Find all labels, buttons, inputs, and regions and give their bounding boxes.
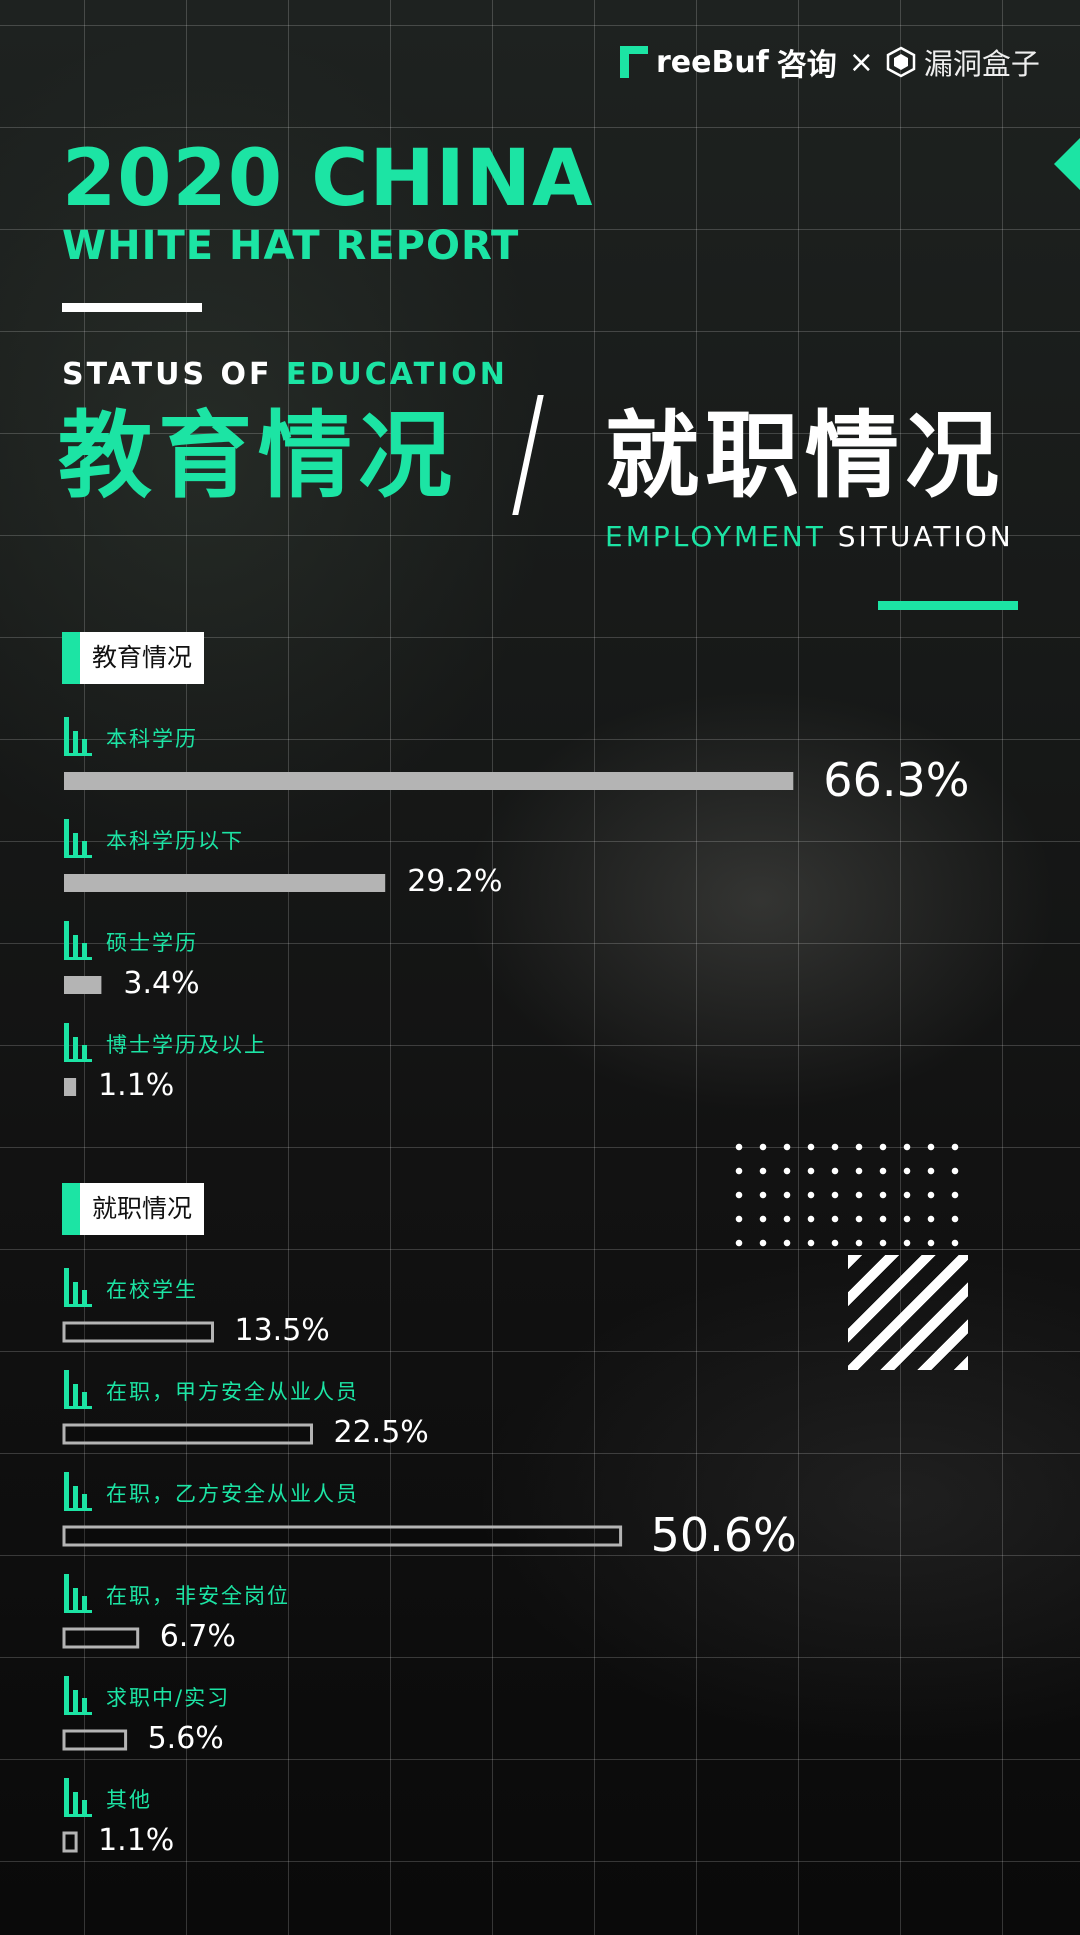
category-label: 其他: [106, 1788, 152, 1812]
employment-chinese-heading: 就职情况: [605, 402, 1006, 511]
brand-suffix: 咨询: [776, 48, 837, 83]
value-label: 22.5%: [333, 1415, 429, 1451]
value-label: 66.3%: [823, 753, 970, 808]
bar-博士学历及以上: [64, 1078, 77, 1096]
bar-在校学生: [62, 1321, 214, 1343]
cube-logo-icon: [886, 46, 916, 78]
bar-其他: [62, 1831, 78, 1853]
bar-chart-icon: [64, 819, 92, 858]
divider-white: [62, 303, 202, 312]
bar-硕士学历: [64, 976, 102, 994]
employment-section-tag: 就职情况: [62, 1183, 205, 1235]
category-label: 在职，乙方安全从业人员: [106, 1482, 359, 1506]
bar-chart-icon: [64, 717, 92, 756]
section-tag-label: 就职情况: [80, 1183, 205, 1235]
bar-chart-icon: [64, 1778, 92, 1817]
side-arrow-icon: [1054, 138, 1080, 190]
education-english-heading: STATUS OF EDUCATION: [62, 360, 508, 390]
bar-chart-icon: [64, 1574, 92, 1613]
bar-chart-icon: [64, 1023, 92, 1062]
employment-english-heading: EMPLOYMENT SITUATION: [605, 523, 1014, 551]
category-label: 在职，甲方安全从业人员: [106, 1380, 359, 1404]
bar-在职，甲方安全从业人员: [62, 1423, 313, 1445]
value-label: 6.7%: [159, 1619, 236, 1655]
section-tag-label: 教育情况: [80, 632, 205, 684]
category-label: 博士学历及以上: [106, 1033, 267, 1057]
bar-chart-icon: [64, 1268, 92, 1307]
brand-logo: reeBuf 咨询 × 漏洞盒子: [620, 40, 1040, 84]
stripe-pattern-decoration: [848, 1255, 968, 1370]
report-title: 2020 CHINA: [62, 134, 594, 224]
divider-accent: [878, 601, 1018, 610]
bar-本科学历: [64, 772, 794, 790]
dot-pattern-decoration: [727, 1135, 967, 1250]
partner-name: 漏洞盒子: [923, 47, 1040, 81]
employment-english-part1: EMPLOYMENT: [605, 520, 826, 553]
bar-chart-icon: [64, 921, 92, 960]
brand-name: reeBuf: [656, 44, 769, 80]
value-label: 13.5%: [234, 1313, 330, 1349]
cross-icon: ×: [848, 44, 874, 80]
education-english-part2: EDUCATION: [285, 357, 508, 392]
freebuf-logo-icon: [620, 46, 648, 78]
education-english-part1: STATUS OF: [62, 357, 286, 392]
category-label: 本科学历以下: [106, 829, 244, 853]
value-label: 50.6%: [650, 1508, 797, 1563]
section-tag-bar: [62, 1183, 80, 1235]
education-section-tag: 教育情况: [62, 632, 205, 684]
category-label: 在职，非安全岗位: [106, 1584, 290, 1608]
bar-chart-icon: [64, 1472, 92, 1511]
category-label: 硕士学历: [106, 931, 198, 955]
bar-chart-icon: [64, 1676, 92, 1715]
category-label: 在校学生: [106, 1278, 198, 1302]
employment-english-part2: SITUATION: [825, 520, 1014, 553]
report-subtitle: WHITE HAT REPORT: [62, 223, 520, 269]
value-label: 3.4%: [123, 966, 200, 1002]
bar-chart-icon: [64, 1370, 92, 1409]
value-label: 1.1%: [98, 1068, 175, 1104]
section-tag-bar: [62, 632, 80, 684]
bar-在职，非安全岗位: [62, 1627, 140, 1649]
bar-本科学历以下: [64, 874, 386, 892]
category-label: 求职中/实习: [106, 1686, 231, 1710]
bar-求职中/实习: [62, 1729, 128, 1751]
value-label: 1.1%: [98, 1823, 175, 1859]
education-chinese-heading: 教育情况: [58, 402, 459, 511]
value-label: 29.2%: [407, 864, 503, 900]
value-label: 5.6%: [147, 1721, 224, 1757]
bar-在职，乙方安全从业人员: [62, 1525, 623, 1547]
category-label: 本科学历: [106, 727, 198, 751]
